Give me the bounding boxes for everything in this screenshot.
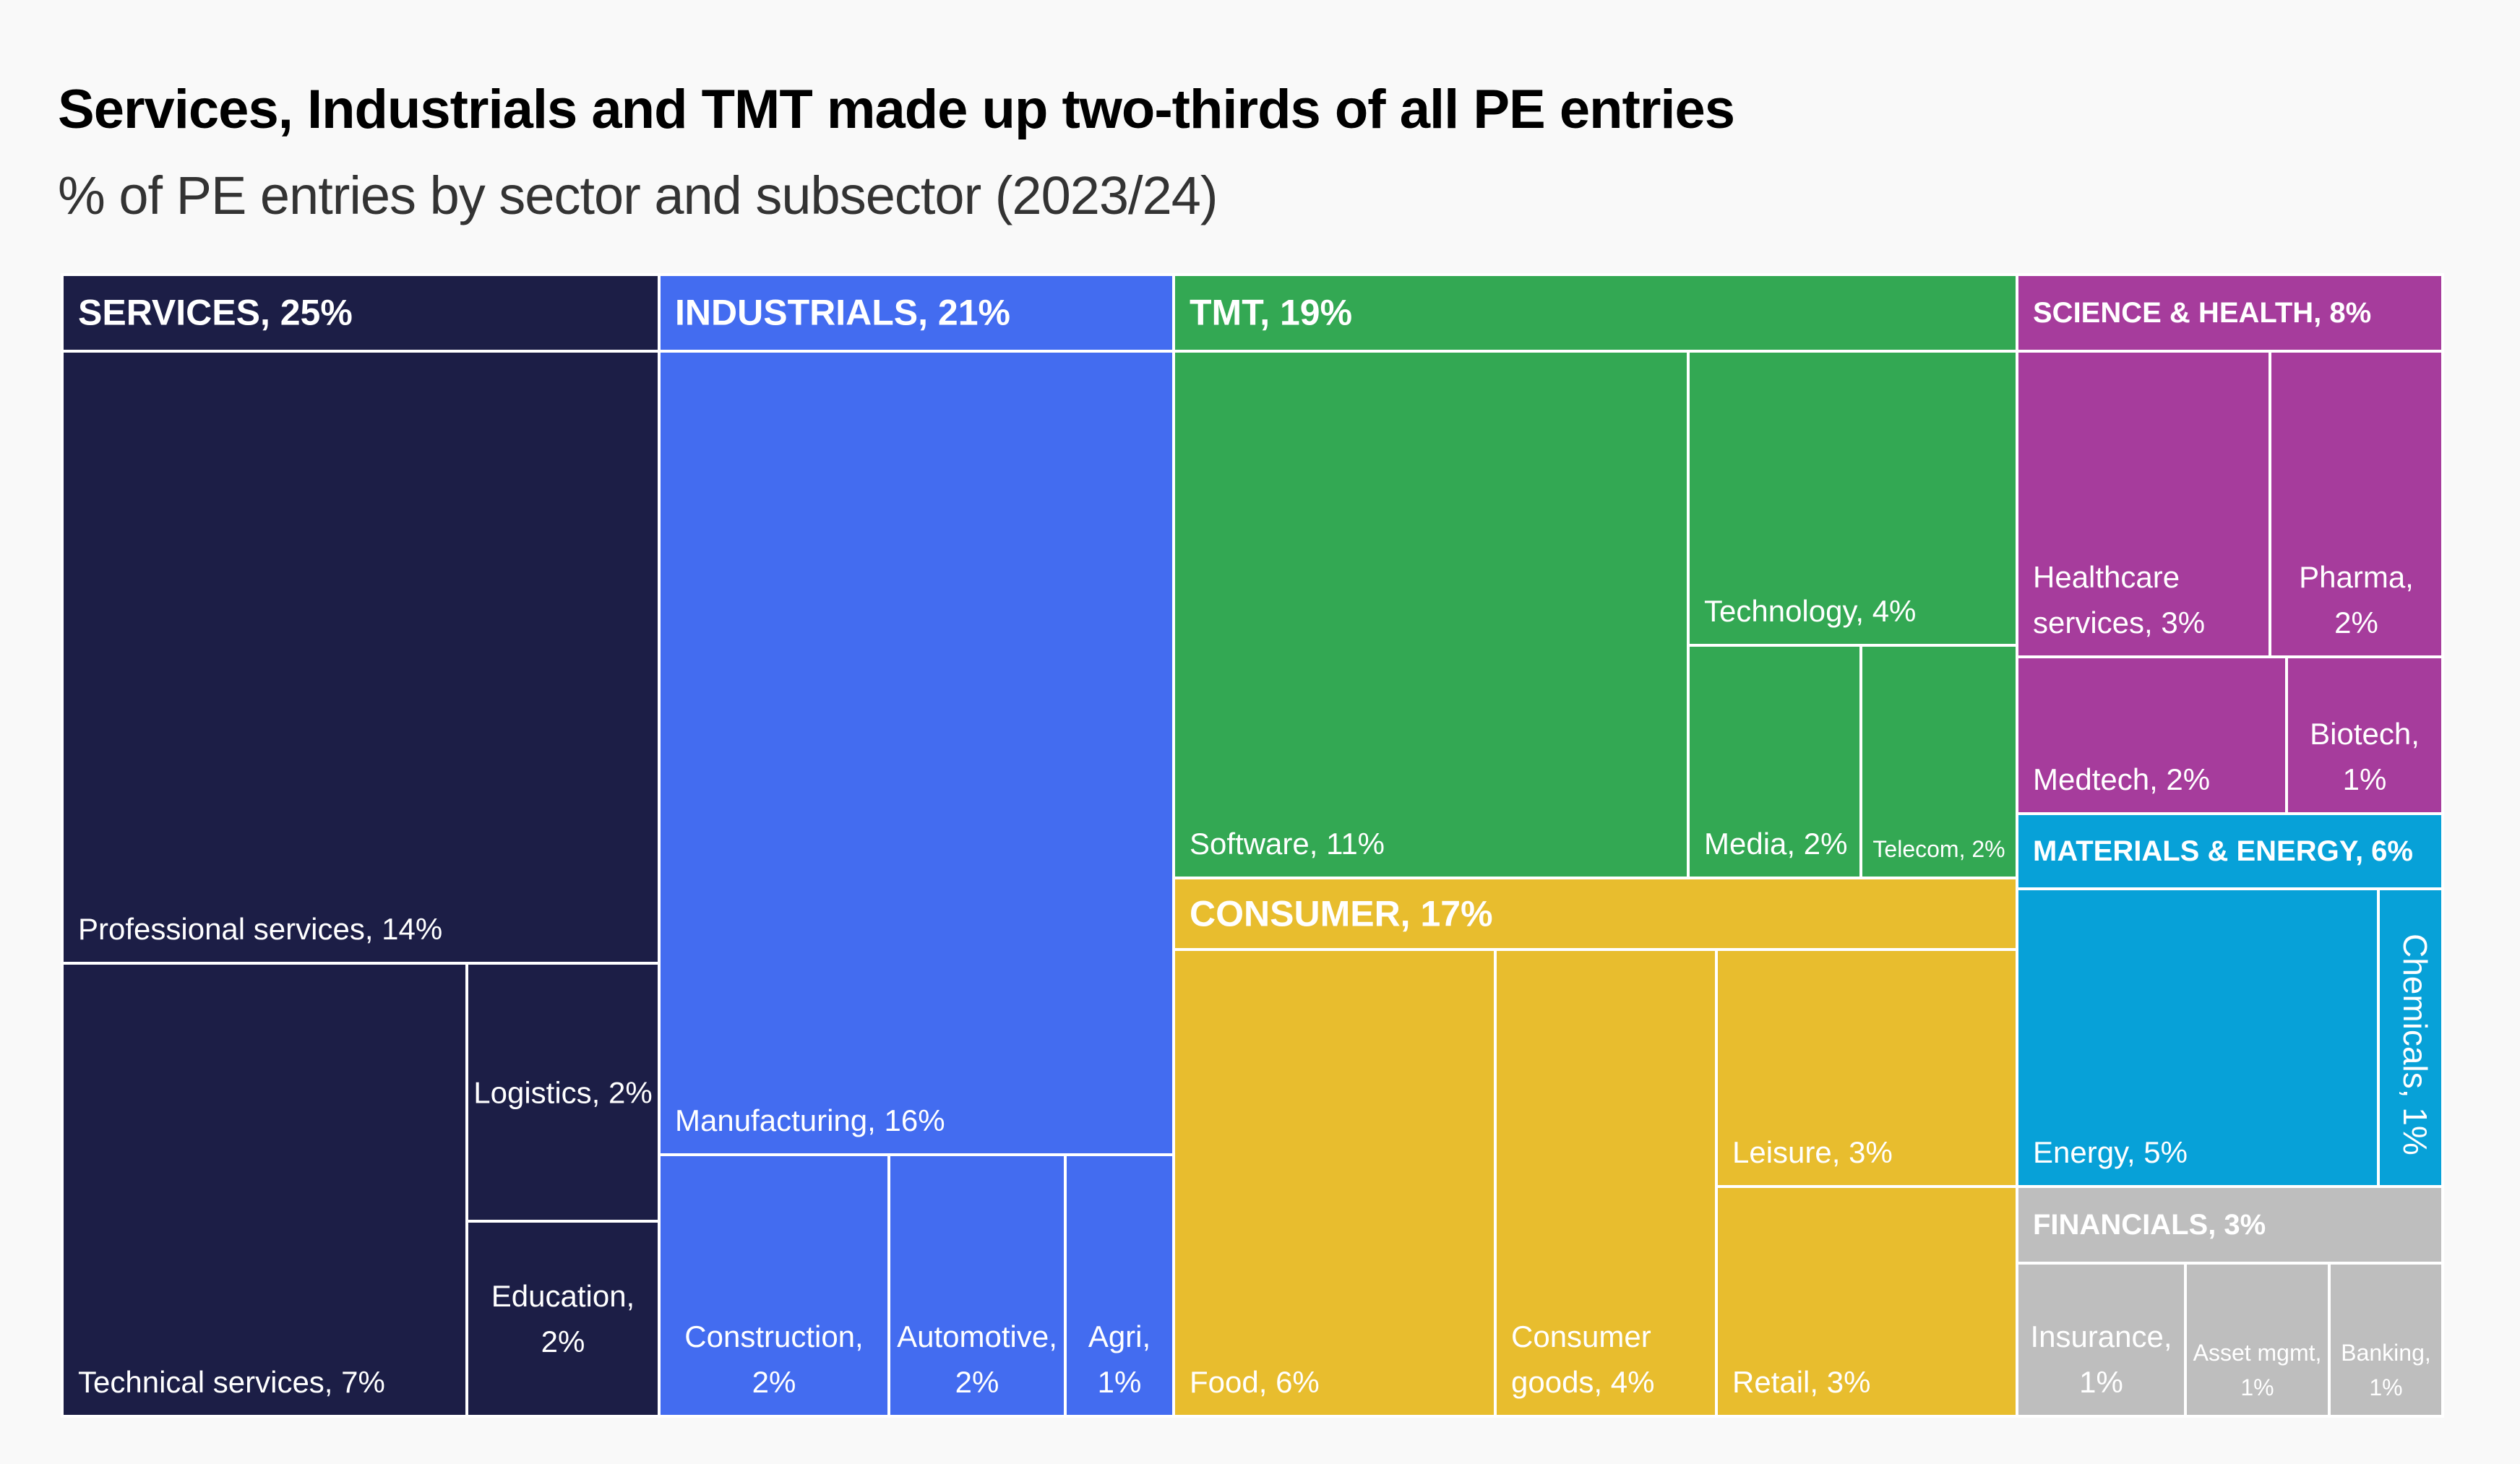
subsector-cell-logistics-label: Logistics, 2% — [473, 1075, 653, 1109]
sector-header-science-and-health: SCIENCE & HEALTH, 8% — [2016, 273, 2444, 353]
chart-title: Services, Industrials and TMT made up tw… — [58, 79, 1735, 140]
subsector-cell-automotive: Automotive, 2% — [887, 1153, 1067, 1418]
subsector-cell-asset-mgmt: Asset mgmt, 1% — [2184, 1262, 2331, 1418]
subsector-cell-retail-label: Retail, 3% — [1732, 1365, 1871, 1399]
sector-header-consumer: CONSUMER, 17% — [1172, 877, 2018, 951]
subsector-cell-manufacturing: Manufacturing, 16% — [658, 350, 1175, 1156]
subsector-cell-logistics: Logistics, 2% — [465, 962, 661, 1223]
subsector-cell-energy: Energy, 5% — [2016, 887, 2380, 1188]
subsector-cell-technology-label: Technology, 4% — [1704, 594, 1917, 628]
sector-header-industrials: INDUSTRIALS, 21% — [658, 273, 1175, 353]
subsector-cell-pharma: Pharma, 2% — [2269, 350, 2444, 658]
subsector-cell-insurance-label: Insurance, 1% — [2030, 1319, 2172, 1399]
sector-header-materials-and-energy-label: MATERIALS & ENERGY, 6% — [2033, 835, 2413, 867]
sector-header-financials-label: FINANCIALS, 3% — [2033, 1209, 2266, 1241]
chart-subtitle: % of PE entries by sector and subsector … — [58, 165, 1218, 225]
subsector-cell-pharma-label: Pharma, 2% — [2299, 560, 2414, 640]
subsector-cell-consumer-goods-label: Consumer goods, 4% — [1511, 1319, 1655, 1399]
subsector-cell-technical-services-label: Technical services, 7% — [78, 1365, 385, 1399]
subsector-cell-leisure: Leisure, 3% — [1715, 948, 2018, 1188]
subsector-cell-construction-label: Construction, 2% — [684, 1319, 864, 1399]
sector-header-tmt-label: TMT, 19% — [1190, 292, 1353, 333]
subsector-cell-manufacturing-label: Manufacturing, 16% — [675, 1103, 945, 1137]
sector-header-science-and-health-label: SCIENCE & HEALTH, 8% — [2033, 297, 2372, 329]
sector-header-materials-and-energy: MATERIALS & ENERGY, 6% — [2016, 812, 2444, 890]
subsector-cell-energy-label: Energy, 5% — [2033, 1135, 2188, 1169]
subsector-cell-technology: Technology, 4% — [1687, 350, 2018, 647]
subsector-cell-chemicals: Chemicals, 1% — [2377, 887, 2444, 1188]
sector-header-financials: FINANCIALS, 3% — [2016, 1185, 2444, 1265]
subsector-cell-insurance: Insurance, 1% — [2016, 1262, 2187, 1418]
subsector-cell-construction: Construction, 2% — [658, 1153, 890, 1418]
subsector-cell-biotech: Biotech, 1% — [2285, 655, 2444, 815]
sector-header-services-label: SERVICES, 25% — [78, 292, 353, 333]
subsector-cell-leisure-label: Leisure, 3% — [1732, 1135, 1893, 1169]
subsector-cell-food: Food, 6% — [1172, 948, 1497, 1418]
subsector-cell-banking-label: Banking, 1% — [2341, 1340, 2431, 1400]
subsector-cell-asset-mgmt-label: Asset mgmt, 1% — [2193, 1340, 2322, 1400]
subsector-cell-agri-label: Agri, 1% — [1088, 1319, 1151, 1399]
subsector-cell-telecom-label: Telecom, 2% — [1872, 836, 2005, 862]
sector-header-tmt: TMT, 19% — [1172, 273, 2018, 353]
subsector-cell-agri: Agri, 1% — [1064, 1153, 1175, 1418]
subsector-cell-chemicals-label: Chemicals, 1% — [2396, 934, 2434, 1155]
subsector-cell-professional-services: Professional services, 14% — [61, 350, 661, 965]
sector-header-industrials-label: INDUSTRIALS, 21% — [675, 292, 1010, 333]
subsector-cell-healthcare-services: Healthcare services, 3% — [2016, 350, 2271, 658]
subsector-cell-professional-services-label: Professional services, 14% — [78, 912, 443, 946]
subsector-cell-software-label: Software, 11% — [1190, 827, 1385, 861]
subsector-cell-healthcare-services-label: Healthcare services, 3% — [2033, 560, 2206, 640]
subsector-cell-medtech: Medtech, 2% — [2016, 655, 2288, 815]
sector-header-consumer-label: CONSUMER, 17% — [1190, 893, 1493, 934]
subsector-cell-media-label: Media, 2% — [1704, 827, 1848, 861]
subsector-cell-telecom: Telecom, 2% — [1859, 644, 2018, 879]
subsector-cell-education-label: Education, 2% — [491, 1279, 635, 1358]
subsector-cell-retail: Retail, 3% — [1715, 1185, 2018, 1418]
subsector-cell-automotive-label: Automotive, 2% — [897, 1319, 1057, 1399]
subsector-cell-consumer-goods: Consumer goods, 4% — [1494, 948, 1718, 1418]
subsector-cell-biotech-label: Biotech, 1% — [2310, 717, 2420, 796]
subsector-cell-banking: Banking, 1% — [2328, 1262, 2444, 1418]
subsector-cell-medtech-label: Medtech, 2% — [2033, 762, 2211, 796]
subsector-cell-food-label: Food, 6% — [1190, 1365, 1320, 1399]
subsector-cell-education: Education, 2% — [465, 1220, 661, 1418]
sector-header-services: SERVICES, 25% — [61, 273, 661, 353]
subsector-cell-technical-services: Technical services, 7% — [61, 962, 468, 1418]
subsector-cell-media: Media, 2% — [1687, 644, 1862, 879]
subsector-cell-software: Software, 11% — [1172, 350, 1690, 879]
